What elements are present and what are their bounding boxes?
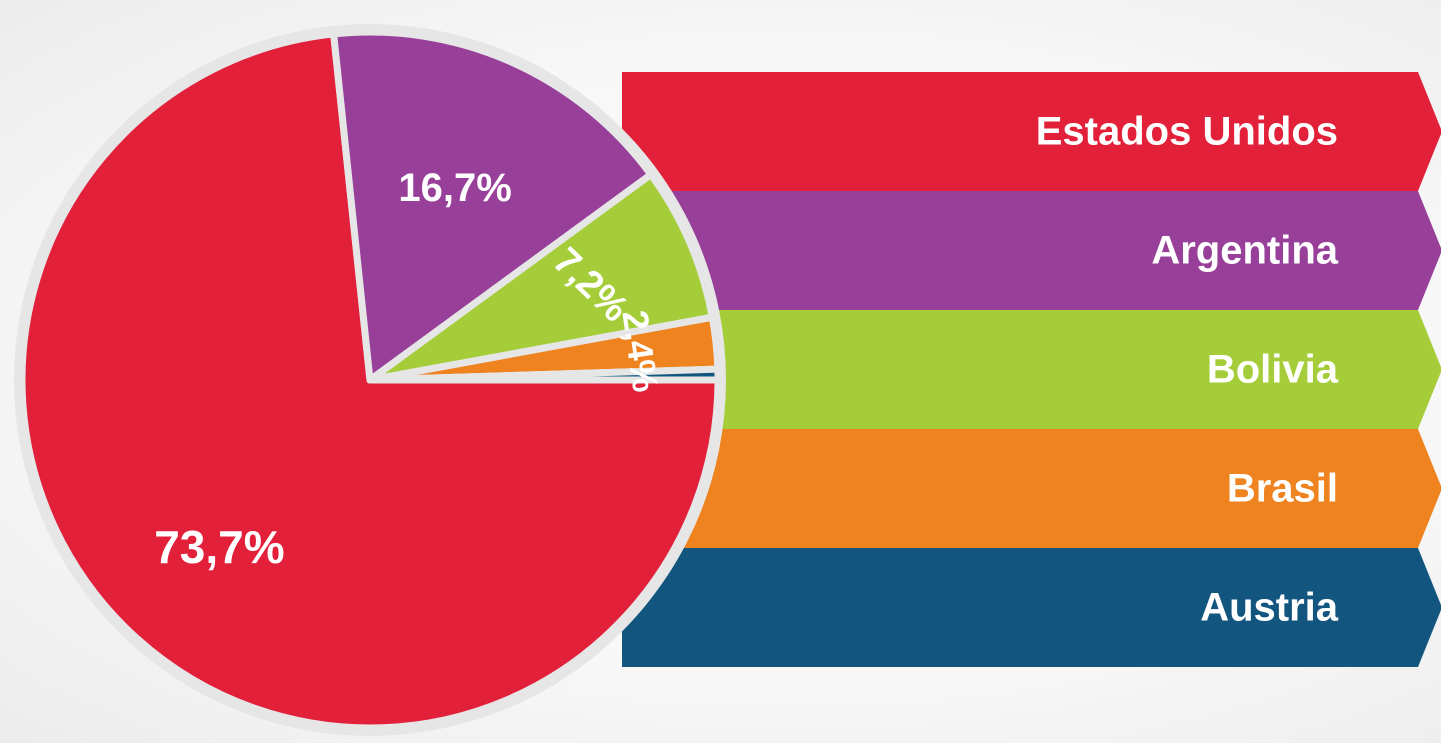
pie-slice-argentina [330, 28, 655, 384]
legend-band-austria [622, 548, 1441, 667]
legend-band-bolivia [622, 310, 1441, 429]
legend-label-bolivia: Bolivia [1207, 348, 1339, 392]
legend-label-estados-unidos: Estados Unidos [1036, 110, 1338, 154]
legend-band-argentina [622, 191, 1441, 310]
pie-slices [18, 28, 722, 732]
pie-slice-austria [366, 365, 722, 384]
data-label-argentina: 16,7% [398, 166, 511, 210]
legend-band-estados-unidos [622, 72, 1441, 191]
legend-label-argentina: Argentina [1151, 229, 1338, 273]
data-label-estados-unidos: 73,7% [154, 521, 284, 573]
legend-band-brasil [622, 429, 1441, 548]
legend-label-brasil: Brasil [1227, 467, 1338, 511]
legend: Estados Unidos Argentina Bolivia Brasil Aust… [622, 72, 1441, 667]
pie-slice-bolivia [366, 171, 716, 384]
legend-label-austria: Austria [1200, 586, 1339, 630]
